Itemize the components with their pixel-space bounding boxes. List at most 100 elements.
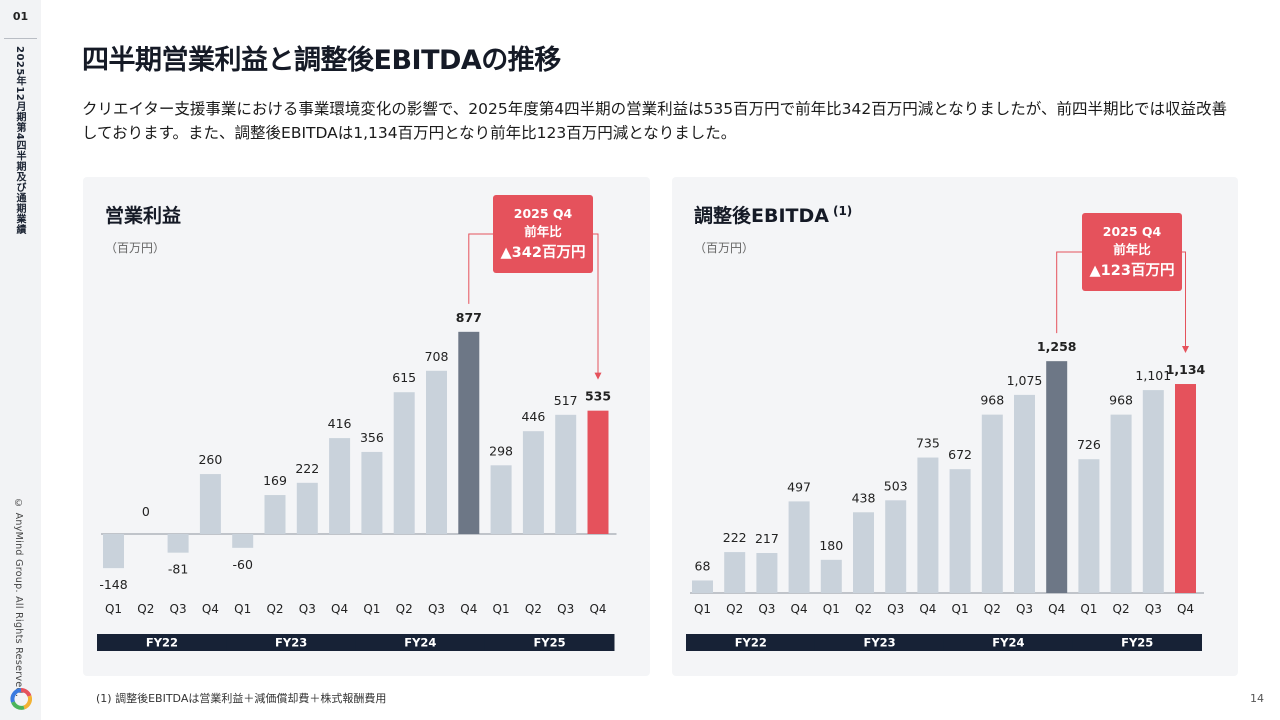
callout-change: ▲123百万円 — [1090, 262, 1175, 279]
data-label-11: 1,075 — [1007, 373, 1043, 388]
callout-bracket-right — [1182, 251, 1186, 349]
data-label-12: 877 — [456, 310, 482, 325]
operating-profit-panel: 営業利益 （百万円） -148 Q1 0 Q2 -81 Q3 260 Q4 -60 Q1 169 Q2 22… — [83, 177, 650, 676]
chart-unit-label: （百万円） — [105, 241, 165, 255]
fiscal-year-bar-fy24 — [943, 634, 1074, 651]
tick-label-11: Q3 — [1016, 602, 1033, 616]
data-label-6: 438 — [852, 490, 876, 505]
callout-change: ▲342百万円 — [501, 244, 586, 261]
tick-label-2: Q2 — [726, 602, 743, 616]
anymind-logo-icon — [10, 688, 32, 710]
callout-comparison: 前年比 — [1113, 242, 1151, 257]
bar-5 — [820, 559, 842, 593]
fiscal-year-label-fy24: FY24 — [992, 636, 1024, 650]
data-label-6: 169 — [263, 473, 287, 488]
rail-divider — [4, 38, 37, 39]
bar-1 — [692, 580, 713, 593]
tick-label-4: Q4 — [202, 602, 219, 616]
data-label-3: 217 — [755, 531, 779, 546]
fiscal-year-label-fy22: FY22 — [146, 636, 178, 650]
tick-label-14: Q2 — [1113, 602, 1130, 616]
bar-16 — [1175, 384, 1196, 593]
callout-bracket-left — [468, 233, 493, 304]
operating-profit-chart: 営業利益 （百万円） -148 Q1 0 Q2 -81 Q3 260 Q4 -60 Q1 169 Q2 22… — [97, 195, 617, 651]
data-label-16: 535 — [585, 389, 611, 404]
bar-1 — [103, 534, 124, 569]
fiscal-year-label-fy23: FY23 — [275, 636, 307, 650]
lead-text: クリエイター支援事業における事業環境変化の影響で、2025年度第4四半期の営業利… — [82, 100, 1227, 142]
tick-label-5: Q1 — [823, 602, 840, 616]
data-label-14: 968 — [1109, 393, 1133, 408]
tick-label-2: Q2 — [137, 602, 154, 616]
bar-7 — [296, 482, 318, 534]
data-label-8: 416 — [328, 416, 352, 431]
fiscal-year-label-fy25: FY25 — [533, 636, 565, 650]
data-label-1: -148 — [99, 577, 127, 592]
fiscal-year-label-fy23: FY23 — [864, 636, 896, 650]
callout-arrowhead — [594, 372, 602, 380]
bar-15 — [555, 414, 577, 534]
data-label-2: 222 — [723, 530, 747, 545]
tick-label-13: Q1 — [1080, 602, 1097, 616]
tick-label-15: Q3 — [557, 602, 574, 616]
tick-label-6: Q2 — [855, 602, 872, 616]
fiscal-year-bar-fy23 — [226, 634, 357, 651]
bar-11 — [1014, 394, 1035, 593]
data-label-4: 497 — [787, 479, 811, 494]
tick-label-8: Q4 — [919, 602, 936, 616]
data-label-13: 726 — [1077, 437, 1101, 452]
data-label-5: 180 — [819, 538, 843, 553]
footnote: (1) 調整後EBITDAは営業利益＋減価償却費＋株式報酬費用 — [96, 692, 387, 705]
data-label-5: -60 — [232, 557, 252, 572]
page-number: 14 — [1250, 692, 1264, 705]
bar-10 — [981, 414, 1003, 593]
tick-label-14: Q2 — [525, 602, 542, 616]
tick-label-16: Q4 — [589, 602, 606, 616]
tick-label-9: Q1 — [363, 602, 380, 616]
data-label-10: 615 — [392, 370, 416, 385]
bar-14 — [522, 431, 544, 534]
data-label-11: 708 — [425, 349, 449, 364]
bar-3 — [756, 553, 778, 593]
bar-16 — [587, 410, 609, 534]
side-rail: 01 2025年12月期第4四半期及び通期業績 © AnyMind Group.… — [0, 0, 41, 720]
ebitda-panel: 調整後EBITDA (1) （百万円） 68 Q1 222 Q2 217 Q3 497 Q4 180 Q… — [672, 177, 1238, 676]
data-label-2: 0 — [142, 504, 150, 519]
adjusted-ebitda-chart: 調整後EBITDA (1) （百万円） 68 Q1 222 Q2 217 Q3 497 Q4 180 Q… — [686, 204, 1206, 651]
data-label-14: 446 — [521, 409, 545, 424]
callout-period: 2025 Q4 — [1103, 224, 1162, 239]
callout-bracket-left — [1056, 251, 1082, 334]
chart-unit-label: （百万円） — [694, 241, 754, 255]
tick-label-15: Q3 — [1145, 602, 1162, 616]
data-label-4: 260 — [198, 452, 222, 467]
fiscal-year-bar-fy22 — [97, 634, 227, 651]
fiscal-year-bar-fy22 — [686, 634, 816, 651]
bar-8 — [917, 457, 939, 593]
copyright: © AnyMind Group. All Rights Reserved. — [13, 498, 24, 698]
callout-box — [1082, 213, 1182, 291]
chart-title: 営業利益 — [105, 204, 181, 227]
tick-label-7: Q3 — [299, 602, 316, 616]
bar-8 — [329, 438, 351, 534]
tick-label-3: Q3 — [170, 602, 187, 616]
bar-11 — [426, 370, 447, 534]
data-label-15: 1,101 — [1135, 368, 1171, 383]
data-label-9: 356 — [360, 430, 384, 445]
tick-label-4: Q4 — [791, 602, 808, 616]
bar-12 — [1046, 361, 1068, 593]
fiscal-year-bar-fy23 — [814, 634, 945, 651]
bar-9 — [361, 451, 383, 534]
bar-13 — [1078, 459, 1100, 593]
data-label-7: 503 — [884, 478, 908, 493]
tick-label-6: Q2 — [266, 602, 283, 616]
bar-4 — [788, 501, 810, 593]
fiscal-year-label-fy22: FY22 — [735, 636, 767, 650]
fiscal-year-label-fy24: FY24 — [404, 636, 436, 650]
data-label-7: 222 — [295, 461, 319, 476]
data-label-9: 672 — [948, 447, 972, 462]
bar-10 — [393, 392, 415, 534]
tick-label-7: Q3 — [887, 602, 904, 616]
bar-15 — [1142, 390, 1164, 593]
section-label: 2025年12月期第4四半期及び通期業績 — [14, 46, 25, 235]
callout-bracket-right — [593, 233, 599, 375]
